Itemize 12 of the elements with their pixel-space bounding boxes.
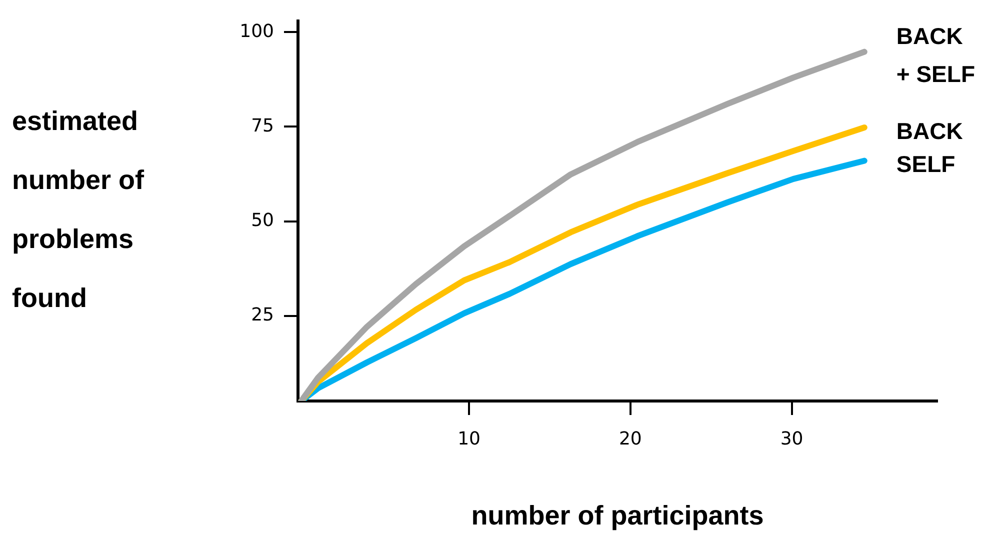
x-tick-label: 10: [458, 428, 480, 450]
x-tick-label: 30: [780, 428, 804, 450]
y-tick-label: 50: [251, 210, 274, 231]
series-label: BACK + SELF: [896, 23, 975, 88]
y-tick-label: 75: [251, 115, 274, 136]
y-axis-title: estimated number of problems found: [12, 105, 145, 315]
y-tick-label: 25: [251, 304, 274, 326]
x-axis-title: number of participants: [471, 500, 764, 530]
x-tick-label: 20: [618, 428, 642, 450]
series-label: BACK: [896, 118, 964, 144]
y-tick-label: 100: [240, 20, 274, 42]
series-label: SELF: [896, 151, 956, 178]
